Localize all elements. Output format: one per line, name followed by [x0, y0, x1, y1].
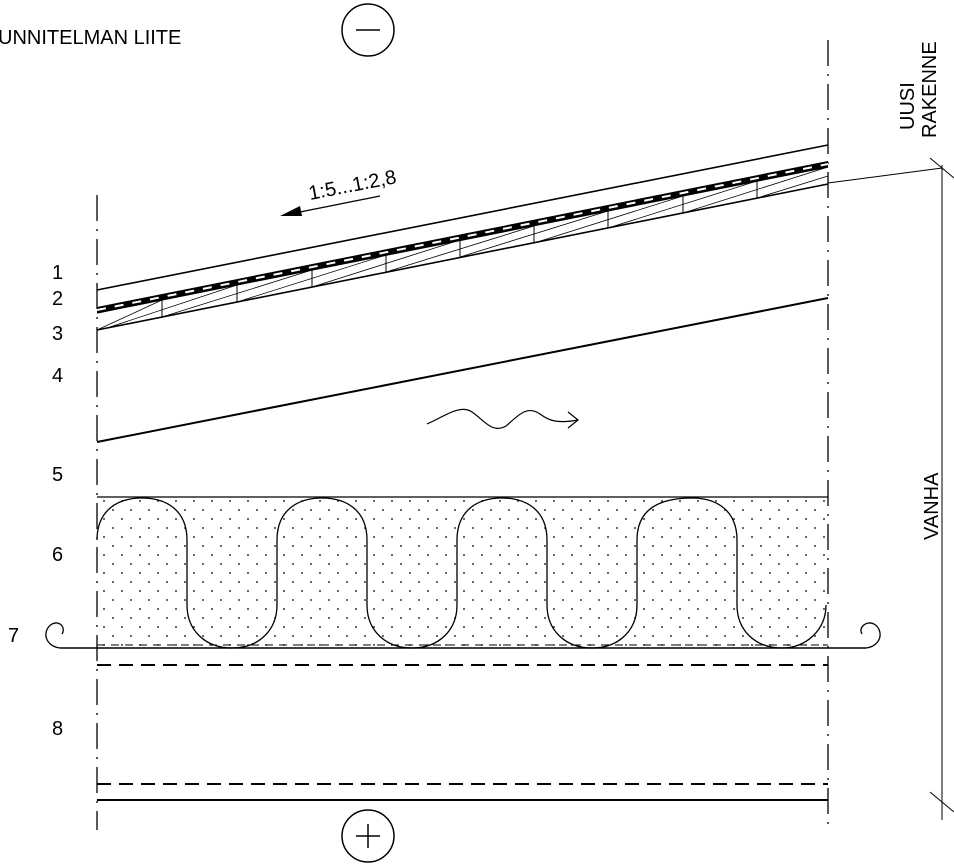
layer-number-2: 2 — [52, 288, 63, 310]
drawing-title: UNNITELMAN LIITE — [0, 27, 181, 49]
layer-2-membrane — [97, 161, 828, 313]
dimension-line — [827, 157, 954, 820]
layer-1-line — [96, 144, 829, 291]
layer-number-4: 4 — [52, 365, 63, 387]
layer-7-barrier — [45, 622, 881, 649]
slope-label: 1:5...1:2,8 — [307, 166, 399, 205]
curl-icon-right — [860, 622, 881, 649]
left-arrow-icon — [280, 195, 381, 216]
layer-number-5: 5 — [52, 464, 63, 486]
minus-circle-icon — [341, 3, 395, 57]
side-label-vanha: VANHA — [921, 472, 943, 540]
side-label-uusi: UUSI — [897, 82, 919, 130]
layer-number-8: 8 — [52, 718, 63, 740]
layer-number-3: 3 — [52, 323, 63, 345]
plus-circle-icon — [341, 809, 395, 863]
side-label-rakenne: RAKENNE — [919, 41, 941, 138]
layer-4-line — [96, 297, 829, 443]
curl-icon-left — [45, 622, 64, 649]
layer-6-fill — [98, 498, 827, 646]
layer-6-loops — [96, 497, 827, 649]
layer-number-6: 6 — [52, 544, 63, 566]
wavy-arrow-icon — [426, 408, 579, 429]
layer-number-7: 7 — [8, 625, 19, 647]
layer-3-insulation — [96, 166, 829, 331]
layer-number-1: 1 — [52, 262, 63, 284]
